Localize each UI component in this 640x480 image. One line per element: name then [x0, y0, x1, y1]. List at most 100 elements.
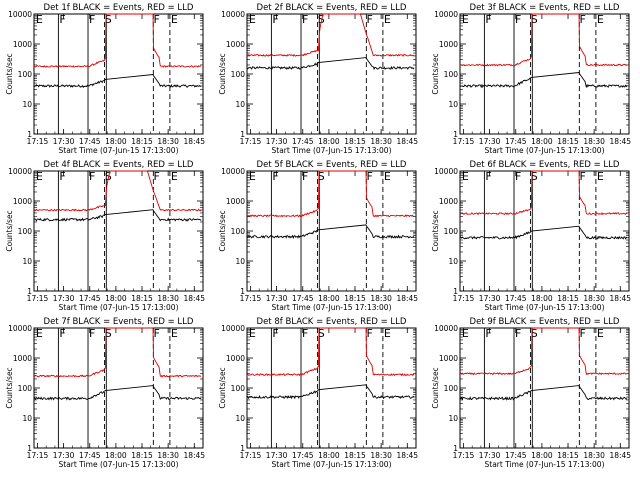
x-tick-label: 18:45 — [609, 451, 631, 460]
x-tick-label: 17:30 — [479, 294, 501, 303]
x-tick-label: 18:45 — [396, 294, 418, 303]
segment-marker: S — [105, 170, 112, 183]
x-axis-label: Start Time (07-Jun-15 17:13:00) — [272, 460, 392, 469]
segment-marker: F — [302, 327, 308, 340]
segment-marker: F — [485, 13, 491, 26]
x-tick-label: 18:30 — [583, 137, 605, 146]
y-tick-label: 10 — [22, 414, 32, 423]
y-tick-label: 1 — [453, 444, 458, 453]
events-series-line — [33, 385, 202, 401]
segment-marker: F — [366, 170, 372, 183]
y-tick-label: 10 — [448, 100, 458, 109]
y-tick-label: 1 — [453, 130, 458, 139]
lld-series-line — [459, 170, 628, 216]
segment-marker: E — [171, 170, 178, 183]
events-series-line — [459, 385, 628, 401]
segment-marker: F — [59, 13, 65, 26]
y-tick-label: 100 — [444, 227, 459, 236]
y-axis-label: Counts/sec — [431, 367, 440, 408]
y-tick-label: 10000 — [221, 167, 245, 176]
panel-title: Det 6f BLACK = Events, RED = LLD — [470, 160, 620, 170]
y-tick-label: 10000 — [434, 324, 458, 333]
y-tick-label: 100 — [444, 70, 459, 79]
x-tick-label: 18:45 — [183, 451, 205, 460]
detector-panel-6: Det 6f BLACK = Events, RED = LLD 1 10 100 10… — [431, 160, 631, 312]
x-tick-label: 18:30 — [370, 294, 392, 303]
segment-marker: F — [153, 327, 159, 340]
x-tick-label: 18:00 — [318, 294, 340, 303]
segment-marker: F — [59, 170, 65, 183]
x-tick-label: 17:15 — [240, 451, 262, 460]
segment-marker: F — [272, 327, 278, 340]
y-tick-label: 1 — [240, 287, 245, 296]
x-tick-label: 17:30 — [53, 294, 75, 303]
x-axis-label: Start Time (07-Jun-15 17:13:00) — [272, 303, 392, 312]
y-axis-label: Counts/sec — [5, 367, 14, 408]
x-tick-label: 17:45 — [505, 451, 527, 460]
x-tick-label: 17:30 — [266, 451, 288, 460]
y-axis-label: Counts/sec — [431, 210, 440, 251]
x-tick-label: 18:30 — [370, 137, 392, 146]
plot-frame — [246, 13, 417, 135]
detector-panel-4: Det 4f BLACK = Events, RED = LLD 1 10 100 10… — [5, 160, 205, 312]
segment-marker: E — [462, 327, 469, 340]
segment-marker: F — [89, 327, 95, 340]
plot-frame — [33, 13, 204, 135]
segment-marker: F — [366, 13, 372, 26]
segment-marker: E — [597, 327, 604, 340]
detector-panel-3: Det 3f BLACK = Events, RED = LLD 1 10 100 10… — [431, 3, 631, 155]
x-tick-label: 17:45 — [505, 137, 527, 146]
x-tick-label: 17:45 — [79, 451, 101, 460]
x-axis-label: Start Time (07-Jun-15 17:13:00) — [59, 303, 179, 312]
x-tick-label: 18:15 — [557, 294, 579, 303]
segment-marker: S — [105, 13, 112, 26]
segment-marker: E — [384, 13, 391, 26]
y-tick-label: 1 — [27, 287, 32, 296]
x-tick-label: 18:00 — [531, 294, 553, 303]
plot-frame — [33, 170, 204, 292]
y-tick-label: 1 — [240, 444, 245, 453]
x-tick-label: 18:30 — [370, 451, 392, 460]
y-axis-label: Counts/sec — [218, 210, 227, 251]
y-tick-label: 1000 — [439, 197, 458, 206]
x-tick-label: 18:30 — [157, 294, 179, 303]
x-tick-label: 18:45 — [183, 137, 205, 146]
plot-frame — [246, 170, 417, 292]
segment-marker: F — [515, 170, 521, 183]
x-axis-label: Start Time (07-Jun-15 17:13:00) — [485, 146, 605, 155]
events-series-line — [246, 384, 415, 400]
lld-series-line — [459, 13, 628, 67]
segment-marker: F — [59, 327, 65, 340]
x-tick-label: 18:00 — [318, 137, 340, 146]
y-tick-label: 1000 — [13, 197, 32, 206]
y-tick-label: 100 — [231, 70, 246, 79]
y-tick-label: 100 — [18, 70, 33, 79]
panel-title: Det 2f BLACK = Events, RED = LLD — [257, 3, 407, 13]
segment-marker: F — [153, 13, 159, 26]
segment-marker: S — [105, 327, 112, 340]
x-tick-label: 17:15 — [27, 451, 49, 460]
segment-marker: E — [171, 327, 178, 340]
y-axis-label: Counts/sec — [218, 367, 227, 408]
detector-panel-2: Det 2f BLACK = Events, RED = LLD 1 10 100 10… — [218, 3, 418, 155]
x-tick-label: 18:15 — [344, 137, 366, 146]
segment-marker: S — [531, 170, 538, 183]
lld-series-line — [246, 13, 415, 57]
events-series-line — [246, 57, 415, 71]
panel-title: Det 7f BLACK = Events, RED = LLD — [44, 317, 194, 327]
segment-marker: E — [384, 327, 391, 340]
y-tick-label: 100 — [444, 384, 459, 393]
x-tick-label: 17:15 — [453, 137, 475, 146]
y-tick-label: 10000 — [8, 324, 32, 333]
lld-series-line — [33, 327, 202, 378]
y-tick-label: 1000 — [13, 354, 32, 363]
x-axis-label: Start Time (07-Jun-15 17:13:00) — [485, 460, 605, 469]
segment-marker: F — [515, 13, 521, 26]
x-tick-label: 18:00 — [531, 137, 553, 146]
segment-marker: E — [171, 13, 178, 26]
x-tick-label: 18:00 — [105, 451, 127, 460]
y-tick-label: 10000 — [434, 10, 458, 19]
y-tick-label: 10 — [448, 414, 458, 423]
segment-marker: E — [597, 170, 604, 183]
